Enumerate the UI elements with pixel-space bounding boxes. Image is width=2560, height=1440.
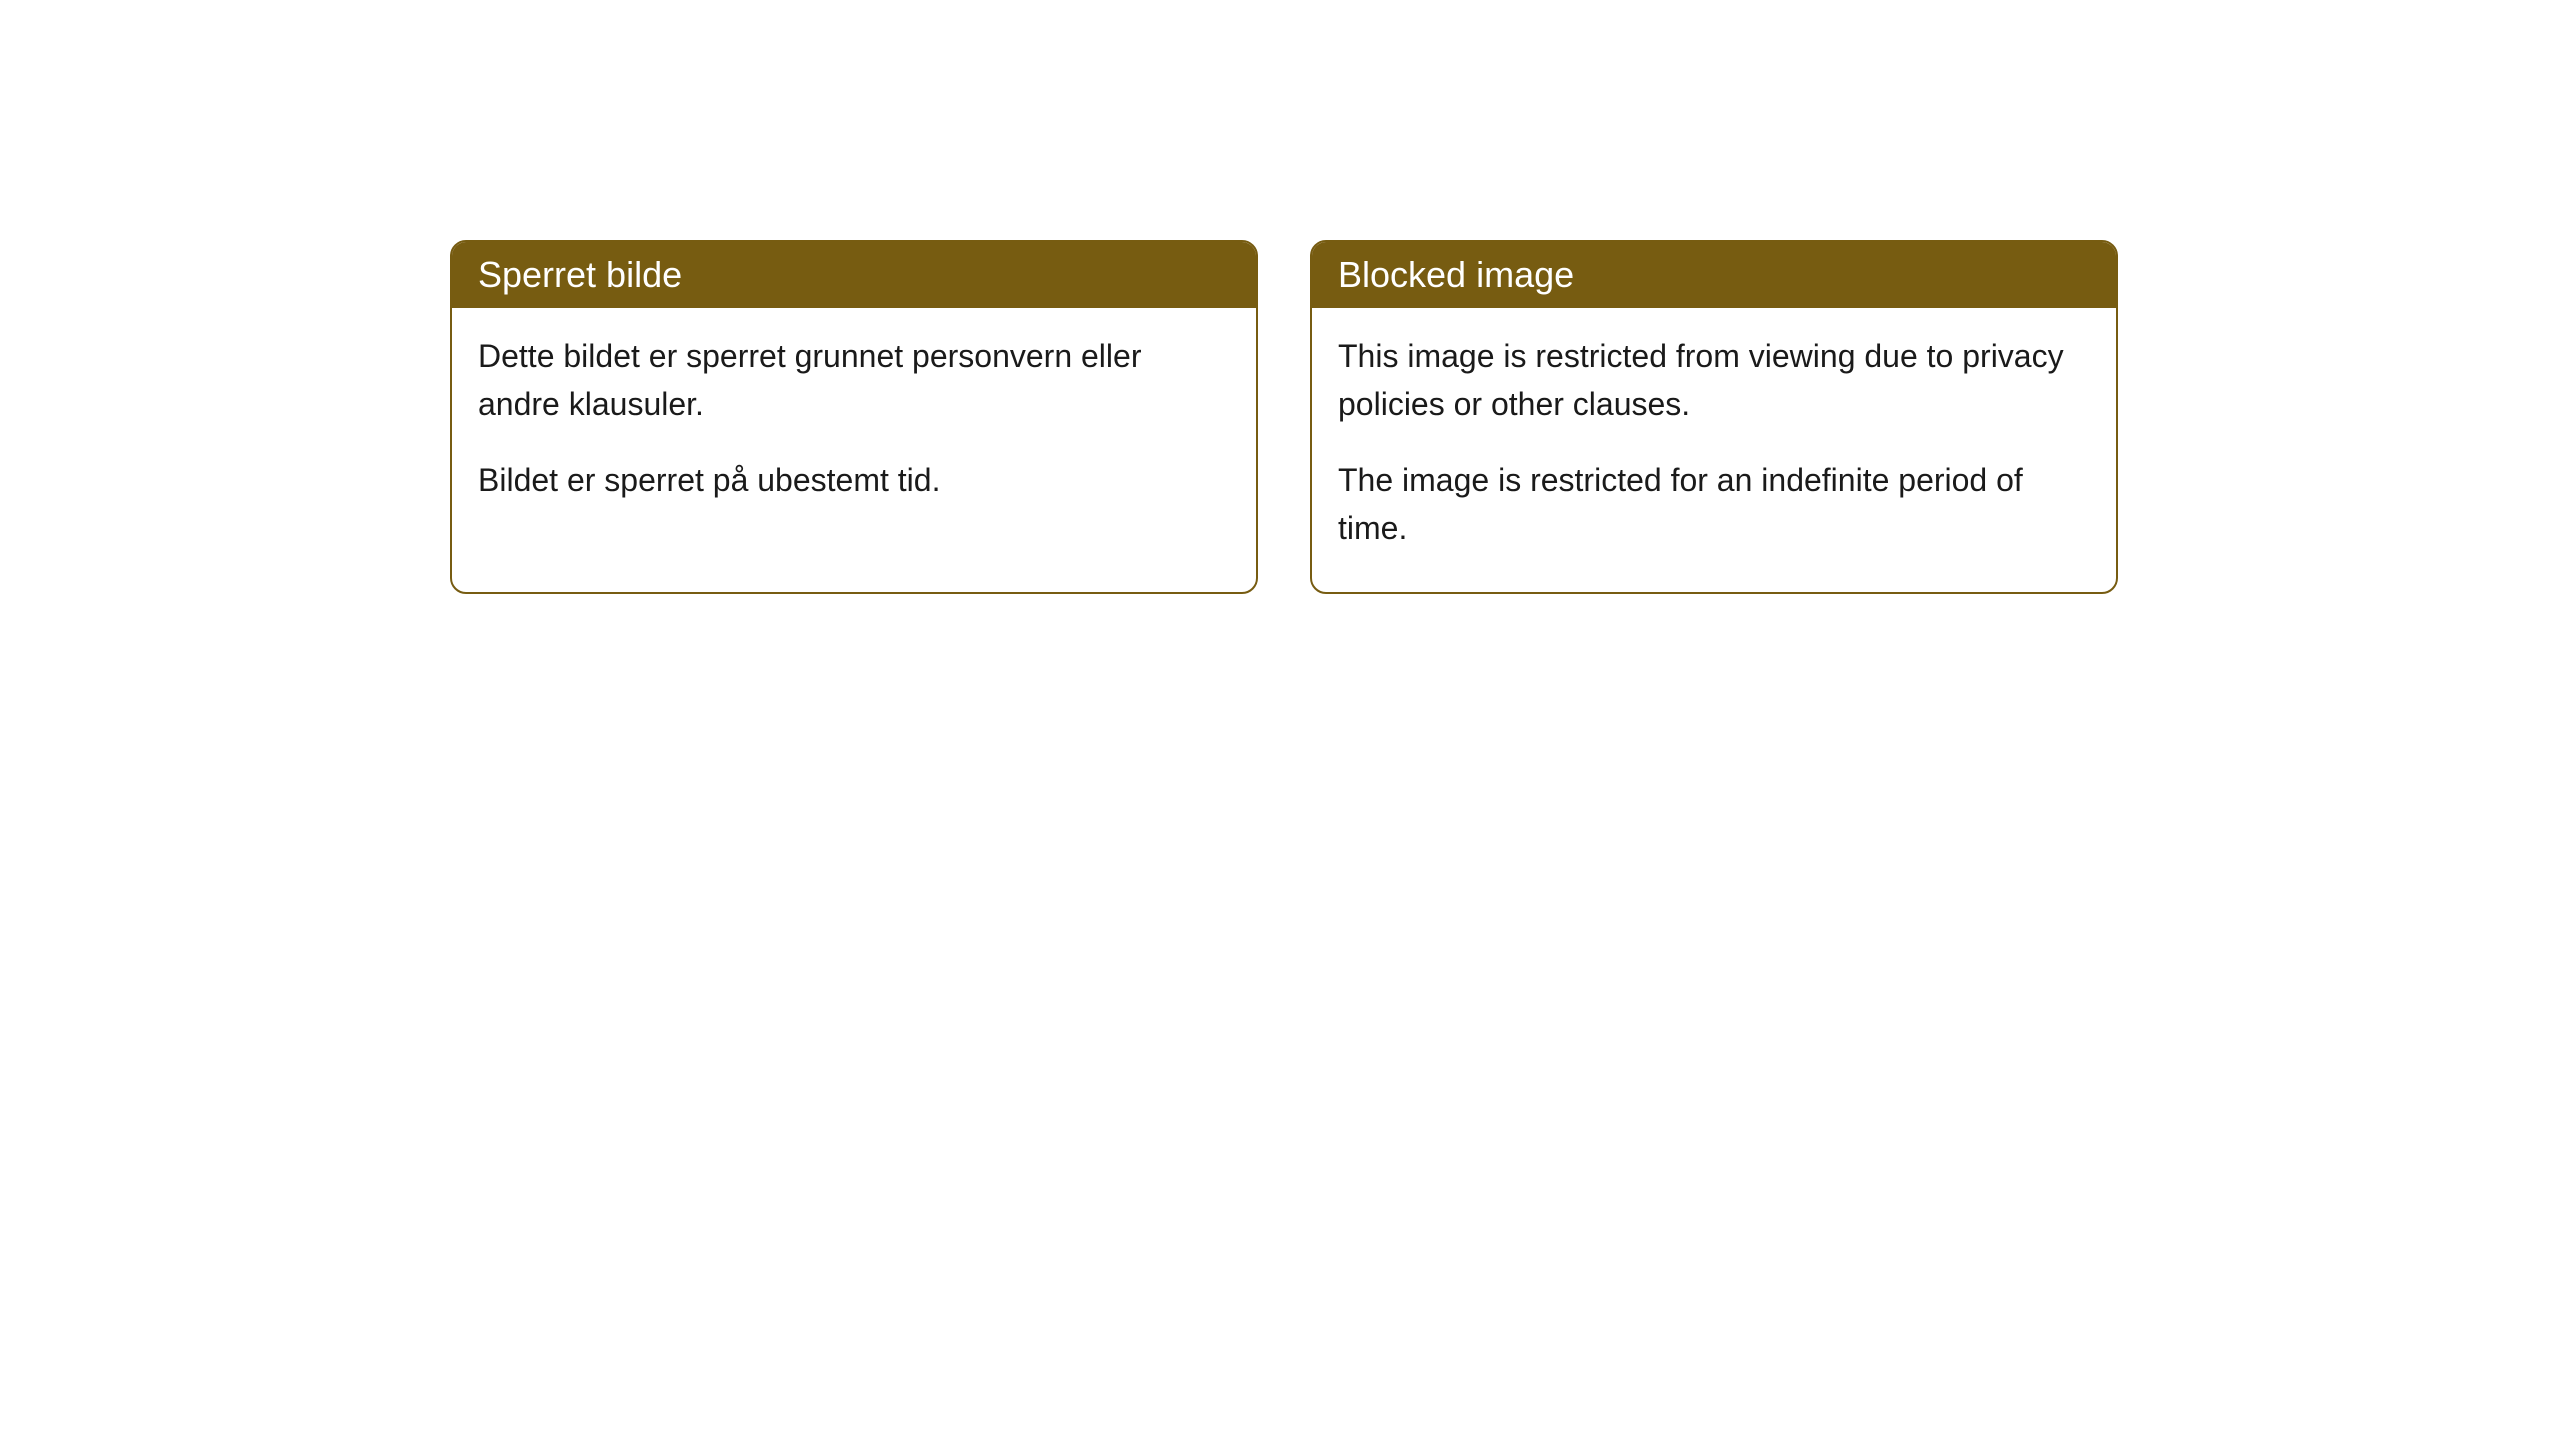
card-body-norwegian: Dette bildet er sperret grunnet personve…: [452, 308, 1256, 544]
card-title: Sperret bilde: [478, 254, 682, 295]
card-header-english: Blocked image: [1312, 242, 2116, 308]
card-paragraph: The image is restricted for an indefinit…: [1338, 456, 2090, 552]
card-norwegian: Sperret bilde Dette bildet er sperret gr…: [450, 240, 1258, 594]
card-paragraph: Dette bildet er sperret grunnet personve…: [478, 332, 1230, 428]
card-english: Blocked image This image is restricted f…: [1310, 240, 2118, 594]
card-paragraph: Bildet er sperret på ubestemt tid.: [478, 456, 1230, 504]
card-title: Blocked image: [1338, 254, 1574, 295]
card-header-norwegian: Sperret bilde: [452, 242, 1256, 308]
cards-container: Sperret bilde Dette bildet er sperret gr…: [450, 240, 2118, 594]
card-paragraph: This image is restricted from viewing du…: [1338, 332, 2090, 428]
card-body-english: This image is restricted from viewing du…: [1312, 308, 2116, 592]
